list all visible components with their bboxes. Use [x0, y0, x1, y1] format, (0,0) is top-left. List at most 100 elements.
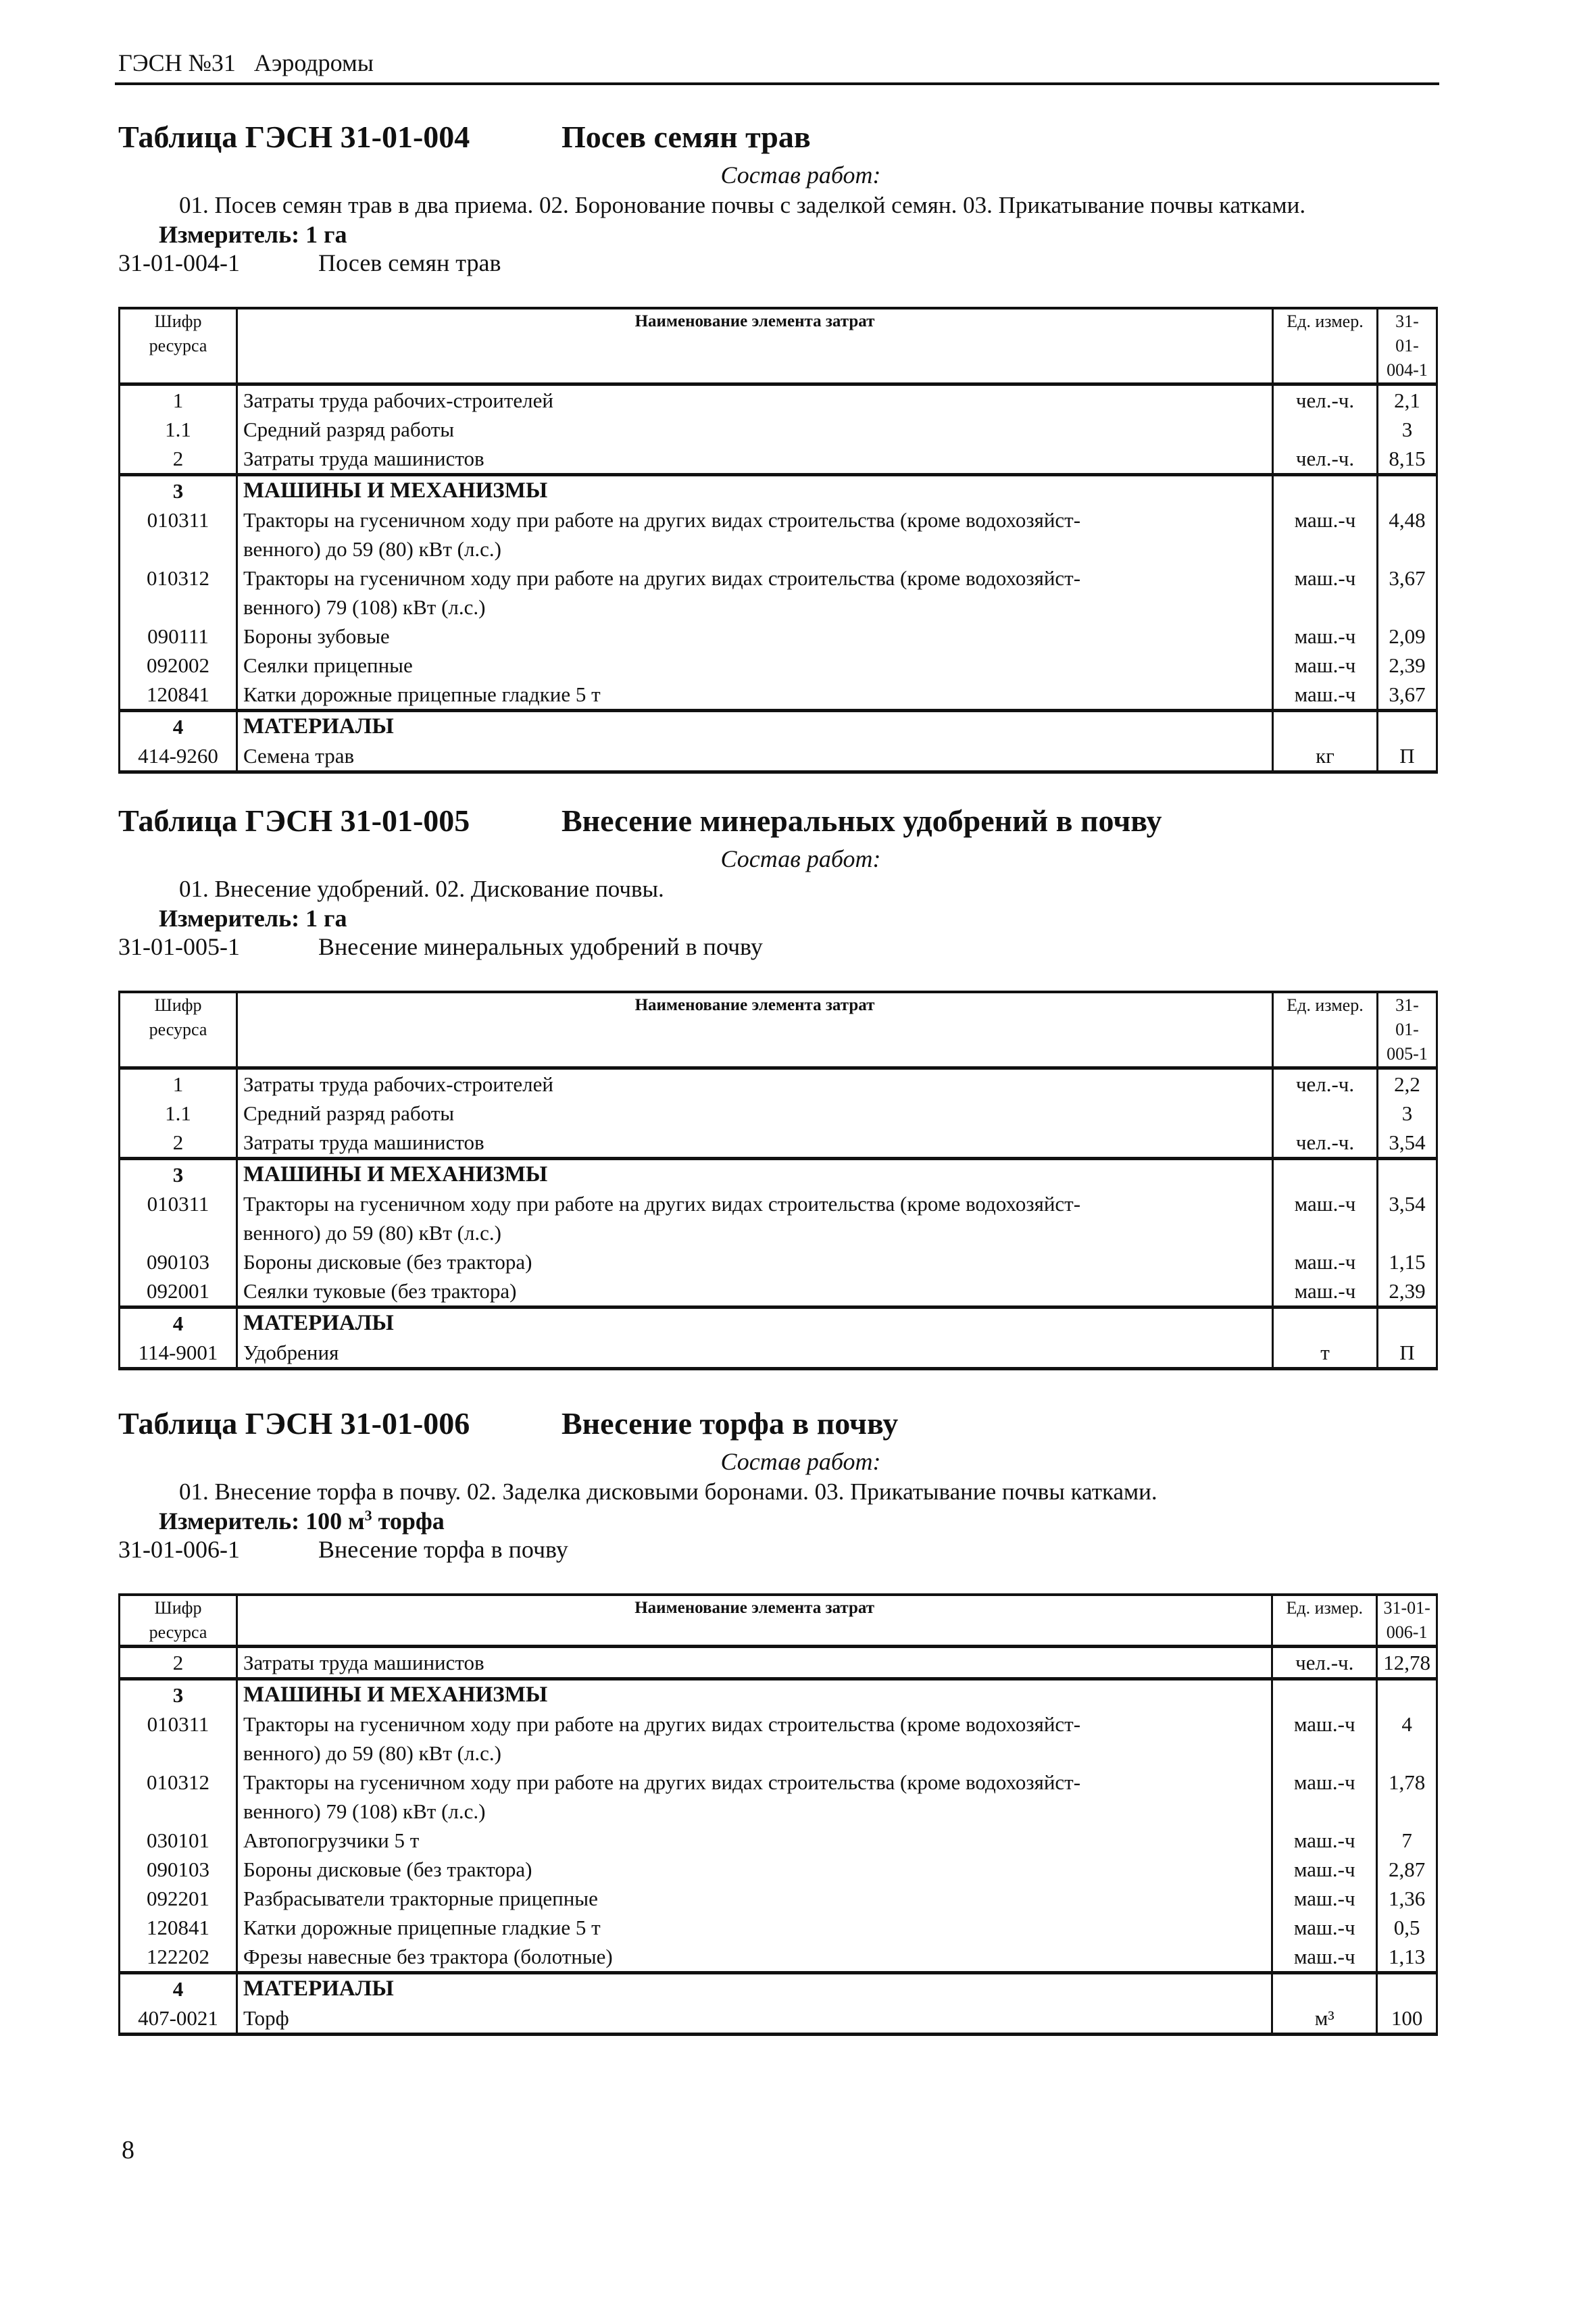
resource-group: 4 МАТЕРИАЛЫ 414-9260 Семена трав кг П: [118, 710, 1438, 772]
norm-table-section: Таблица ГЭСН 31-01-005 Внесение минеральн…: [118, 803, 1443, 1370]
work-composition: 01. Внесение торфа в почву. 02. Заделка …: [179, 1478, 1157, 1505]
table-row: 1.1 Средний разряд работы 3: [118, 415, 1438, 444]
resource-unit: маш.-ч: [1271, 1884, 1378, 1913]
resource-group: 3 МАШИНЫ И МЕХАНИЗМЫ 010311 Тракторы на гус…: [118, 1158, 1438, 1308]
resource-name: Затраты труда машинистов: [235, 1646, 1274, 1679]
resource-group: 4 МАТЕРИАЛЫ 407-0021 Торф м³ 100: [118, 1972, 1438, 2035]
resource-code: 010312: [118, 564, 238, 622]
resource-value: 12,78: [1376, 1646, 1438, 1679]
resource-unit: [1271, 1972, 1378, 2003]
header-unit: Ед. измер.: [1272, 991, 1378, 1070]
norm-line: 31-01-006-1 Внесение торфа в почву: [118, 1535, 1443, 1564]
header-name: Наименование элемента затрат: [236, 307, 1274, 386]
resource-value: [1376, 1678, 1438, 1710]
resource-code: 4: [118, 1307, 238, 1338]
resource-name: Торф: [235, 2003, 1274, 2035]
header-value: 31-01- 005-1: [1376, 991, 1438, 1070]
resource-code: 3: [118, 1678, 238, 1710]
section-row: 3 МАШИНЫ И МЕХАНИЗМЫ: [118, 1678, 1438, 1710]
resource-code: 122202: [118, 1942, 238, 1973]
resource-value: 8,15: [1376, 444, 1438, 475]
resource-name: Тракторы на гусеничном ходу при работе н…: [235, 1768, 1274, 1826]
resource-unit: [1272, 1099, 1378, 1128]
resource-unit: чел.-ч.: [1272, 444, 1378, 475]
table-code: Таблица ГЭСН 31-01-006: [118, 1406, 470, 1441]
table-row: 114-9001 Удобрения т П: [118, 1338, 1438, 1369]
resource-code: 407-0021: [118, 2003, 238, 2035]
resource-value: П: [1376, 741, 1438, 772]
table-row: 2 Затраты труда машинистов чел.-ч. 8,15: [118, 444, 1438, 475]
header-value: 31-01- 006-1: [1376, 1593, 1438, 1648]
resource-unit: маш.-ч: [1272, 622, 1378, 651]
resource-unit: маш.-ч: [1272, 1247, 1378, 1276]
resource-unit: [1272, 710, 1378, 741]
resource-code: 120841: [118, 680, 238, 711]
resource-name: Затраты труда рабочих-строителей: [236, 1068, 1274, 1099]
resource-code: 090103: [118, 1247, 238, 1276]
table-header-row: Шифр ресурса Наименование элемента затрат…: [118, 991, 1438, 1070]
resource-code: 1.1: [118, 415, 238, 444]
resource-name: Тракторы на гусеничном ходу при работе н…: [236, 564, 1274, 622]
resource-name: Средний разряд работы: [236, 1099, 1274, 1128]
resource-group: 1 Затраты труда рабочих-строителей чел.-ч.…: [118, 384, 1438, 475]
table-row: 092201 Разбрасыватели тракторные прицепны…: [118, 1884, 1438, 1913]
table-row: 010311 Тракторы на гусеничном ходу при ра…: [118, 1710, 1438, 1768]
resource-name: Тракторы на гусеничном ходу при работе н…: [236, 1189, 1274, 1247]
table-title: Таблица ГЭСН 31-01-005 Внесение минеральн…: [118, 803, 1443, 843]
resource-name: Тракторы на гусеничном ходу при работе н…: [236, 505, 1274, 564]
norm-line: 31-01-004-1 Посев семян трав: [118, 249, 1443, 277]
resource-value: 3: [1376, 415, 1438, 444]
resource-group: 3 МАШИНЫ И МЕХАНИЗМЫ 010311 Тракторы на гус…: [118, 474, 1438, 711]
table-row: 010311 Тракторы на гусеничном ходу при ра…: [118, 1189, 1438, 1247]
resource-code: 114-9001: [118, 1338, 238, 1369]
resource-unit: кг: [1272, 741, 1378, 772]
resource-unit: маш.-ч: [1272, 1276, 1378, 1308]
resource-value: 2,2: [1376, 1068, 1438, 1099]
table-header-row: Шифр ресурса Наименование элемента затрат…: [118, 1593, 1438, 1648]
resource-name: Затраты труда машинистов: [236, 444, 1274, 475]
resource-name: Семена трав: [236, 741, 1274, 772]
resource-name: Катки дорожные прицепные гладкие 5 т: [235, 1913, 1274, 1942]
resource-code: 3: [118, 1158, 238, 1189]
resource-value: 4: [1376, 1710, 1438, 1768]
norm-code: 31-01-005-1: [118, 933, 240, 960]
table-header-row: Шифр ресурса Наименование элемента затрат…: [118, 307, 1438, 386]
measure-unit-text: Измеритель: 100 м: [159, 1508, 365, 1535]
table-row: 120841 Катки дорожные прицепные гладкие 5…: [118, 1913, 1438, 1942]
table-row: 010312 Тракторы на гусеничном ходу при ра…: [118, 564, 1438, 622]
table-code: Таблица ГЭСН 31-01-004: [118, 120, 470, 154]
resource-unit: [1272, 1307, 1378, 1338]
resource-value: 3: [1376, 1099, 1438, 1128]
resource-value: 7: [1376, 1826, 1438, 1855]
resource-value: П: [1376, 1338, 1438, 1369]
resource-code: 2: [118, 1128, 238, 1159]
resource-name: Бороны дисковые (без трактора): [236, 1247, 1274, 1276]
resource-code: 010311: [118, 505, 238, 564]
resource-value: 1,78: [1376, 1768, 1438, 1826]
resource-value: [1376, 1972, 1438, 2003]
work-composition-label: Состав работ:: [720, 1448, 881, 1475]
resource-value: 3,54: [1376, 1128, 1438, 1159]
resource-code: 2: [118, 444, 238, 475]
resource-unit: маш.-ч: [1271, 1942, 1378, 1973]
resource-value: 2,1: [1376, 384, 1438, 415]
resource-value: [1376, 1158, 1438, 1189]
resource-code: 010311: [118, 1710, 238, 1768]
table-code: Таблица ГЭСН 31-01-005: [118, 803, 470, 838]
resource-name: Сеялки прицепные: [236, 651, 1274, 680]
resource-unit: маш.-ч: [1272, 651, 1378, 680]
measure-unit: Измеритель: 100 м3 торфа: [159, 1507, 1443, 1535]
resource-value: 3,54: [1376, 1189, 1438, 1247]
resource-unit: маш.-ч: [1271, 1710, 1378, 1768]
resource-code: 092002: [118, 651, 238, 680]
resource-name: МАШИНЫ И МЕХАНИЗМЫ: [235, 1678, 1274, 1710]
resource-code: 1: [118, 1068, 238, 1099]
resource-value: 3,67: [1376, 680, 1438, 711]
header-divider: [115, 82, 1439, 85]
section-row: 3 МАШИНЫ И МЕХАНИЗМЫ: [118, 1158, 1438, 1189]
resource-code: 092001: [118, 1276, 238, 1308]
norm-table-section: Таблица ГЭСН 31-01-004 Посев семян трав Со…: [118, 119, 1443, 774]
resource-value: 1,13: [1376, 1942, 1438, 1973]
resource-code: 2: [118, 1646, 238, 1679]
norm-name: Посев семян трав: [318, 249, 501, 276]
